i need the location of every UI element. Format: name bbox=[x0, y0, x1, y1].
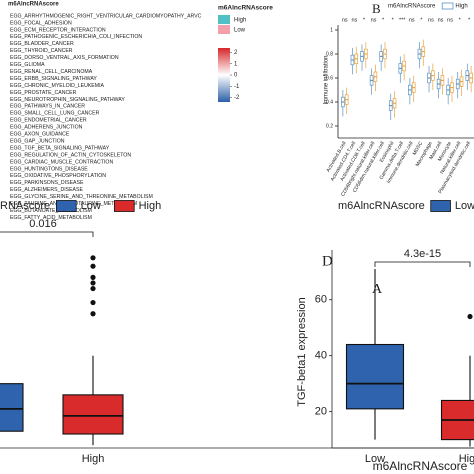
row-label: EGG_BLADDER_CANCER bbox=[10, 41, 74, 47]
significance: * bbox=[459, 17, 462, 23]
x-tick-label: Low bbox=[365, 453, 385, 465]
outlier bbox=[90, 274, 96, 280]
significance: * bbox=[363, 17, 366, 23]
row-label: EGG_ECM_RECEPTOR_INTERACTION bbox=[10, 27, 106, 33]
row-label: EGG_HUNTINGTONS_DISEASE bbox=[10, 166, 88, 172]
significance: * bbox=[392, 17, 395, 23]
significance: * bbox=[420, 17, 423, 23]
panel-label: B bbox=[372, 1, 381, 16]
colorbar-tick-label: 0 bbox=[234, 73, 238, 79]
outlier bbox=[90, 280, 96, 286]
row-label: EGG_ERBB_SIGNALING_PATHWAY bbox=[10, 76, 97, 82]
y-tick-label: 1 bbox=[330, 27, 333, 33]
row-label: EGG_GLIOMA bbox=[10, 62, 45, 68]
row-label: EGG_RENAL_CELL_CARCINOMA bbox=[10, 69, 93, 75]
y-tick-label: 60 bbox=[315, 294, 327, 306]
row-label: EGG_PARKINSONS_DISEASE bbox=[10, 180, 84, 186]
y-tick-label: 40 bbox=[315, 350, 327, 362]
y-tick-label: 0.6 bbox=[326, 75, 333, 81]
row-label: EGG_PROSTATE_CANCER bbox=[10, 90, 77, 96]
row-label: EGG_ALZHEIMERS_DISEASE bbox=[10, 187, 83, 193]
row-label: EGG_DORSO_VENTRAL_AXIS_FORMATION bbox=[10, 55, 119, 61]
colorbar-tick-label: -2 bbox=[234, 95, 240, 101]
significance: ns bbox=[438, 17, 444, 23]
row-label: EGG_REGULATION_OF_ACTIN_CYTOSKELETON bbox=[10, 152, 131, 158]
legend-label: High bbox=[455, 4, 467, 10]
outlier bbox=[90, 285, 96, 292]
significance: ns bbox=[447, 17, 453, 23]
row-label: EGG_GAP_JUNCTION bbox=[10, 138, 65, 144]
row-label: EGG_CHRONIC_MYELOID_LEUKEMIA bbox=[10, 83, 105, 89]
legend-swatch bbox=[56, 200, 77, 212]
y-axis-label: Immune infiltration bbox=[324, 55, 330, 104]
row-label: EGG_TGF_BETA_SIGNALING_PATHWAY bbox=[10, 145, 110, 151]
outlier bbox=[90, 263, 96, 269]
bracket bbox=[0, 231, 94, 237]
legend-swatch bbox=[218, 25, 230, 34]
row-label: EGG_ARRHYTHMOGENIC_RIGHT_VENTRICULAR_CAR… bbox=[10, 13, 202, 19]
annotation: A bbox=[372, 282, 383, 297]
panel-label: D bbox=[322, 253, 333, 269]
significance: ns bbox=[428, 17, 434, 23]
row-label: EGG_AXON_GUIDANCE bbox=[10, 132, 70, 138]
row-label: EGG_PATHWAYS_IN_CANCER bbox=[10, 104, 85, 110]
significance: * bbox=[468, 17, 471, 23]
legend-title: m6AlncRNAscore bbox=[388, 4, 436, 10]
outlier bbox=[90, 299, 96, 306]
legend-label: High bbox=[139, 200, 162, 212]
p-value: 0.016 bbox=[29, 218, 57, 230]
significance: ns bbox=[371, 17, 377, 23]
colorbar-tick-label: 1 bbox=[234, 61, 238, 67]
box bbox=[62, 394, 124, 435]
legend-label: High bbox=[234, 18, 246, 24]
legend-label: Low bbox=[81, 200, 101, 212]
row-label: EGG_BUTANOATE_METABOLISM bbox=[10, 208, 92, 214]
x-tick-label: High bbox=[82, 453, 105, 465]
legend-swatch bbox=[218, 15, 230, 24]
outlier bbox=[90, 311, 96, 317]
significance: ns bbox=[351, 17, 357, 23]
x-tick-label: High bbox=[459, 453, 474, 465]
row-label: EGG_FOCAL_ADHESION bbox=[10, 20, 72, 26]
colorbar-tick-label: 2 bbox=[234, 50, 238, 56]
row-label: EGG_NEUROTROPHIN_SIGNALING_PATHWAY bbox=[10, 97, 125, 103]
row-label: EGG_CARDIAC_MUSCLE_CONTRACTION bbox=[10, 159, 113, 165]
row-label: EGG_GLYCINE_SERINE_AND_THREONINE_METABOL… bbox=[10, 194, 153, 200]
legend-title: m6AlncRNAscore bbox=[218, 5, 273, 12]
outlier bbox=[467, 313, 473, 320]
row-label: EGG_THYROID_CANCER bbox=[10, 48, 73, 54]
legend-swatch bbox=[114, 200, 135, 212]
y-tick-label: 0.4 bbox=[326, 99, 333, 105]
y-tick-label: 20 bbox=[315, 406, 327, 418]
significance: ns bbox=[342, 17, 348, 23]
legend-swatch bbox=[441, 2, 454, 10]
legend-label: Low bbox=[455, 200, 474, 212]
p-value: 4.3e-15 bbox=[404, 248, 441, 260]
y-tick-label: 0.2 bbox=[326, 123, 333, 129]
bracket bbox=[374, 261, 471, 267]
y-axis-label: TGF-beta1 expression bbox=[296, 297, 308, 406]
legend-swatch bbox=[430, 200, 451, 212]
track-label: m6AlncRNAscore bbox=[8, 2, 59, 8]
row-label: EGG_ADHERENS_JUNCTION bbox=[10, 125, 83, 131]
row-label: EGG_ENDOMETRIAL_CANCER bbox=[10, 118, 87, 124]
y-tick-label: 0.8 bbox=[326, 51, 333, 57]
x-axis-label: m6AlncRNAscore bbox=[373, 459, 468, 473]
significance: * bbox=[382, 17, 385, 23]
box bbox=[345, 343, 405, 410]
colorbar-tick-label: -1 bbox=[234, 84, 240, 90]
legend-title: RNAscore bbox=[0, 200, 50, 212]
legend-title: m6AlncRNAscore bbox=[338, 200, 425, 212]
box bbox=[0, 383, 24, 432]
row-label: EGG_FATTY_ACID_METABOLISM bbox=[10, 215, 92, 221]
significance: ns bbox=[409, 17, 415, 23]
significance: *** bbox=[399, 17, 406, 23]
legend-label: Low bbox=[234, 28, 246, 34]
row-label: EGG_PATHOGENIC_ESCHERICHIA_COLI_INFECTIO… bbox=[10, 34, 142, 40]
colorbar bbox=[218, 48, 230, 102]
row-label: EGG_OXIDATIVE_PHOSPHORYLATION bbox=[10, 173, 106, 179]
outlier bbox=[90, 255, 96, 261]
row-label: EGG_SMALL_CELL_LUNG_CANCER bbox=[10, 111, 100, 117]
